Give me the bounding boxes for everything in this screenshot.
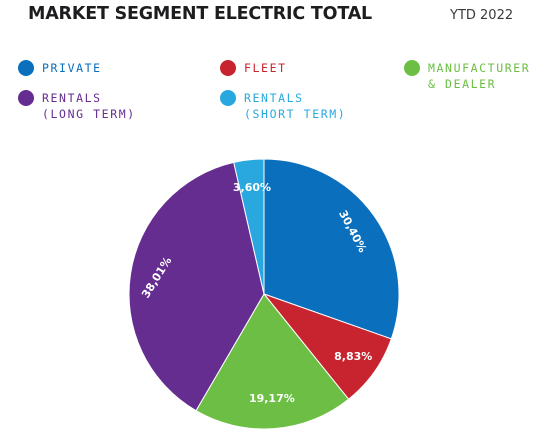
legend-item-rentals-short-term: RENTALS (SHORT TERM) — [220, 90, 346, 122]
legend-label-fleet: FLEET — [244, 61, 287, 75]
pie-slice-private — [263, 158, 400, 340]
data-label-fleet: 8,83% — [334, 350, 372, 363]
data-label-manufacturer-dealer: 19,17% — [249, 392, 295, 405]
legend-label-manufacturer-dealer: MANUFACTURER & DEALER — [428, 61, 531, 91]
pie-slice-rentals-short-term — [233, 158, 265, 295]
legend-swatch-rentals-short-term — [220, 90, 236, 106]
chart-subtitle: YTD 2022 — [450, 8, 514, 23]
legend-swatch-private — [18, 60, 34, 76]
legend-label-private: PRIVATE — [42, 61, 102, 75]
legend-swatch-manufacturer-dealer — [404, 60, 420, 76]
chart-title: MARKET SEGMENT ELECTRIC TOTAL — [28, 4, 372, 24]
legend-label-rentals-short-term: RENTALS (SHORT TERM) — [244, 91, 347, 121]
data-label-rentals-short-term: 3,60% — [233, 181, 271, 194]
legend-item-rentals-long-term: RENTALS (LONG TERM) — [18, 90, 136, 122]
legend-label-rentals-long-term: RENTALS (LONG TERM) — [42, 91, 136, 121]
legend-swatch-rentals-long-term — [18, 90, 34, 106]
pie-slice-manufacturer-dealer — [195, 293, 350, 430]
legend-item-fleet: FLEET — [220, 60, 287, 76]
legend-item-manufacturer-dealer: MANUFACTURER & DEALER — [404, 60, 530, 92]
legend-item-private: PRIVATE — [18, 60, 102, 76]
pie-slice-rentals-long-term — [128, 161, 265, 412]
legend-swatch-fleet — [220, 60, 236, 76]
